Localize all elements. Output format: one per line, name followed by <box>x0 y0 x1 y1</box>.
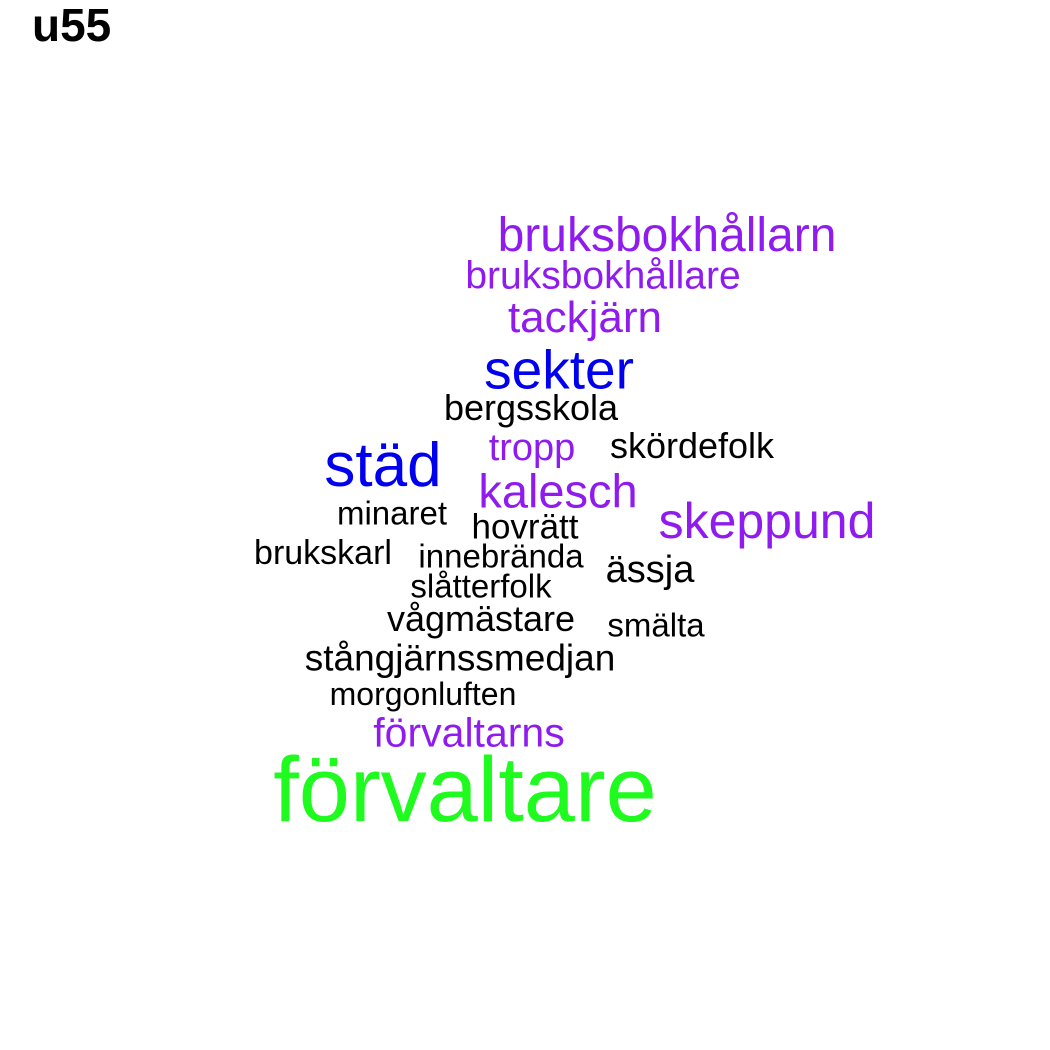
word-brukskarl: brukskarl <box>254 534 392 572</box>
word-tackjarn: tackjärn <box>507 293 663 342</box>
word-skordefolk: skördefolk <box>609 425 775 466</box>
word-forvaltare: förvaltare <box>273 739 657 841</box>
word-stangjarnssmedjan: stångjärnssmedjan <box>304 637 616 679</box>
word-bruksbokhallarn: bruksbokhållarn <box>497 209 837 262</box>
word-slatterfolk: slåtterfolk <box>410 567 552 605</box>
page-title: u55 <box>32 0 112 51</box>
word-smalta: smälta <box>607 606 705 644</box>
word-morgonluften: morgonluften <box>329 676 517 712</box>
word-tropp: tropp <box>488 427 576 469</box>
word-vagmastare: vågmästare <box>386 598 576 639</box>
word-hovratt: hovrätt <box>471 507 579 547</box>
word-skeppund: skeppund <box>658 493 876 549</box>
word-kalesch: kalesch <box>478 464 638 518</box>
word-innebranda: innebrända <box>418 537 584 575</box>
word-forvaltarns: förvaltarns <box>373 709 565 756</box>
word-stad: städ <box>324 431 442 500</box>
word-minaret: minaret <box>336 494 448 532</box>
word-sekter: sekter <box>484 338 634 401</box>
word-assja: ässja <box>605 549 695 591</box>
word-bergsskola: bergsskola <box>443 387 619 428</box>
word-bruksbokhallare: bruksbokhållare <box>465 254 741 298</box>
